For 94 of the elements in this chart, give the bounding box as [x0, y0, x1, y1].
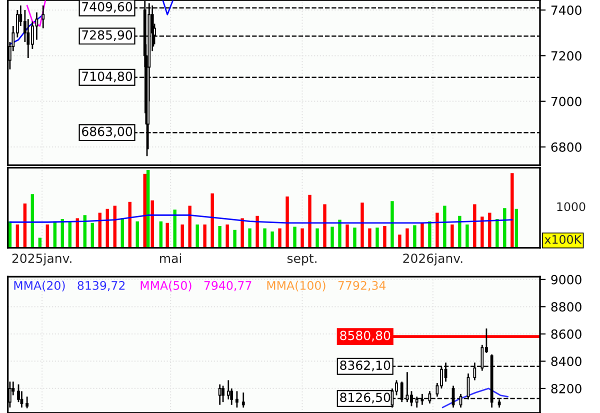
bar	[346, 224, 349, 248]
bar	[488, 212, 492, 248]
bar	[286, 196, 289, 248]
bar	[173, 210, 176, 248]
bar	[450, 224, 454, 248]
bar	[159, 221, 163, 248]
bar	[510, 173, 514, 248]
bar	[188, 206, 192, 248]
annotation: 7940,77	[204, 281, 252, 292]
bar	[514, 208, 518, 248]
bar	[368, 228, 372, 248]
annotation: 8139,72	[78, 281, 125, 292]
x-tick-label: sept.	[287, 254, 316, 266]
bar	[146, 170, 150, 248]
bar	[413, 225, 416, 248]
candlestick	[222, 385, 224, 403]
bar	[300, 228, 304, 248]
candlestick	[242, 392, 245, 408]
y-tick-label: 8200	[551, 384, 582, 394]
y-tick-label: 8600	[551, 329, 582, 339]
candlestick	[42, 4, 45, 29]
annotation: 7792,34	[338, 281, 386, 292]
bar	[330, 226, 334, 248]
line-series	[442, 388, 509, 408]
bar	[428, 221, 432, 248]
bar	[233, 230, 236, 248]
bar	[30, 194, 34, 248]
bar	[473, 204, 476, 248]
legend-label: MMA(50)	[140, 280, 192, 292]
bar	[443, 206, 446, 248]
bar	[256, 216, 259, 248]
y-tick-label: 7000	[551, 96, 582, 106]
candlestick	[226, 380, 230, 400]
bar	[293, 226, 296, 248]
bar	[46, 224, 50, 248]
bar	[316, 228, 319, 248]
ref-line-label: 6863,00	[82, 126, 132, 138]
x-tick-label: 2026janv.	[403, 253, 462, 266]
bar	[436, 212, 439, 248]
bar	[218, 226, 222, 248]
y-tick-label: 9000	[551, 274, 582, 284]
y-tick-label: 7400	[551, 6, 582, 15]
candlestick	[218, 384, 222, 406]
bar	[406, 228, 409, 248]
line-series	[26, 0, 46, 27]
ref-line-label: 7104,80	[82, 72, 132, 82]
text: 1000	[557, 202, 586, 212]
x-tick-label: mai	[160, 253, 182, 264]
bar	[458, 216, 462, 248]
bar	[503, 208, 506, 248]
bar	[180, 224, 184, 248]
bar	[240, 218, 244, 248]
bar	[353, 228, 356, 248]
bar	[390, 201, 394, 248]
ref-line-label: 8126,50	[340, 392, 390, 404]
bar	[16, 224, 20, 248]
bar	[376, 228, 379, 248]
bar	[203, 224, 206, 248]
candlestick	[26, 396, 29, 409]
text: MMA(20)	[14, 280, 65, 292]
bar	[143, 174, 146, 248]
y-tick-label: 8800	[551, 302, 582, 312]
bar	[90, 222, 94, 248]
ref-line-label: 8580,80	[340, 330, 390, 342]
ref-line-label: 7409,60	[82, 2, 132, 13]
y-tick-label: 7200	[551, 51, 582, 61]
bar	[480, 216, 484, 248]
bar	[278, 228, 282, 248]
bar	[323, 204, 326, 248]
bar	[308, 194, 312, 248]
candlestick	[236, 390, 238, 408]
bar	[166, 222, 169, 248]
bar	[338, 220, 342, 248]
bar	[226, 224, 229, 248]
bar	[248, 228, 252, 248]
bar	[196, 224, 199, 248]
text: x100K	[544, 234, 582, 244]
x-tick-label: 2025janv.	[12, 253, 72, 266]
bar	[210, 193, 214, 248]
bar	[466, 224, 469, 248]
bar	[263, 228, 266, 248]
y-tick-label: 6800	[551, 142, 582, 152]
ref-line-label: 8362,10	[340, 360, 390, 372]
bar	[398, 234, 402, 248]
bar	[136, 221, 139, 248]
ref-line-label: 7285,90	[82, 30, 132, 41]
y-tick-label: 8400	[551, 356, 582, 366]
bar	[360, 202, 364, 248]
bar	[420, 222, 424, 248]
bar	[383, 226, 386, 248]
bar	[496, 219, 499, 248]
bar	[270, 231, 274, 248]
legend-label: MMA(100)	[267, 280, 326, 292]
candlestick	[30, 20, 34, 50]
